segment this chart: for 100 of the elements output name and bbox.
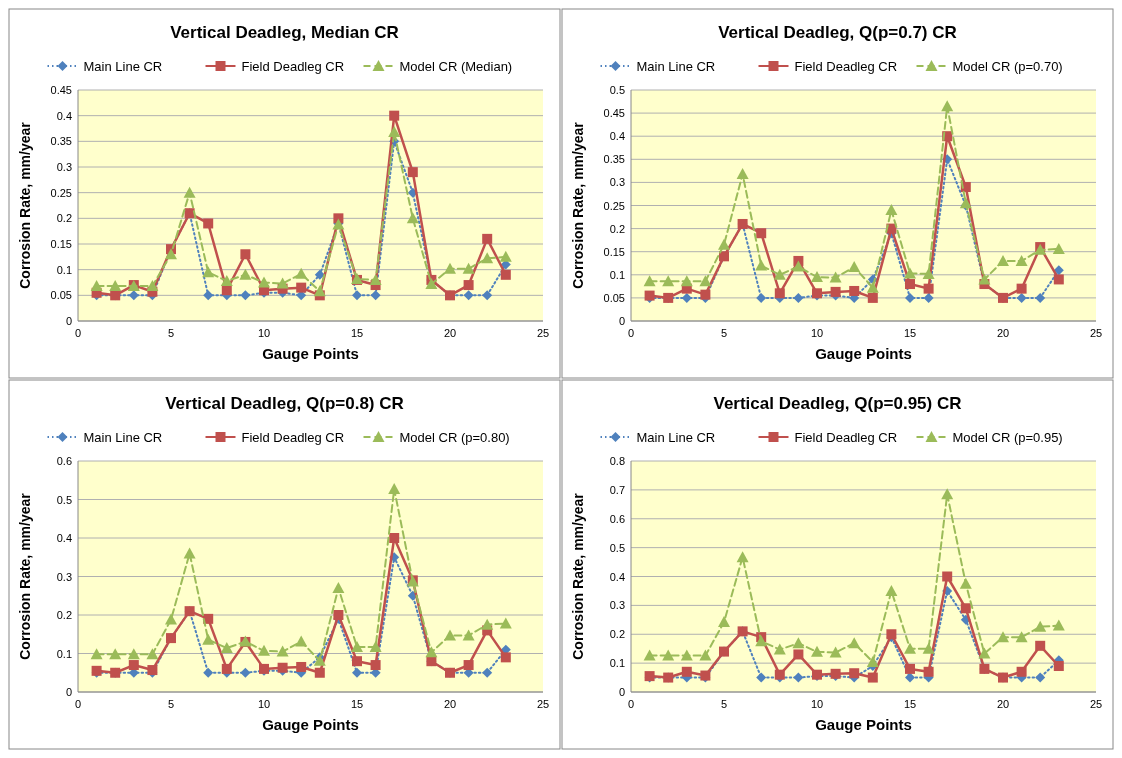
point: [736, 168, 749, 180]
point: [1015, 254, 1028, 266]
point: [109, 280, 122, 292]
y-tick-label: 0.1: [609, 657, 625, 670]
x-axis-title: Gauge Points: [815, 345, 912, 362]
point: [369, 640, 382, 652]
point: [500, 652, 511, 663]
point: [165, 248, 177, 260]
point: [829, 646, 842, 658]
point: [463, 290, 474, 301]
point: [885, 584, 898, 596]
point: [183, 186, 196, 198]
y-tick-label: 0: [65, 686, 72, 698]
point: [997, 254, 1009, 266]
point: [699, 275, 712, 287]
y-tick-label: 0.1: [609, 268, 625, 281]
y-tick-label: 0.4: [56, 109, 72, 122]
point: [849, 285, 860, 296]
x-tick-label: 25: [536, 327, 550, 339]
point: [866, 655, 879, 667]
y-tick-label: 0.45: [603, 107, 625, 120]
point: [203, 667, 214, 678]
point: [221, 285, 232, 296]
point: [942, 571, 953, 582]
point: [258, 644, 270, 656]
x-tick-label: 15: [350, 698, 364, 710]
point: [773, 268, 786, 280]
x-tick-label: 15: [350, 327, 364, 339]
legend-label: Field Deadleg CR: [794, 59, 898, 74]
point: [643, 649, 656, 661]
x-tick-label: 0: [627, 698, 635, 710]
x-axis-title: Gauge Points: [262, 716, 359, 733]
point: [662, 275, 675, 287]
point: [662, 649, 675, 661]
y-tick-label: 0.2: [56, 212, 72, 225]
point: [1016, 666, 1027, 677]
point: [240, 290, 251, 301]
y-tick-label: 0: [65, 315, 72, 327]
point: [444, 262, 456, 274]
point: [240, 249, 251, 260]
point: [499, 617, 512, 629]
x-tick-label: 20: [443, 327, 457, 339]
point: [829, 271, 842, 283]
y-tick-label: 0.8: [609, 455, 625, 467]
point: [941, 488, 954, 500]
x-tick-label: 25: [1089, 327, 1103, 339]
point: [718, 238, 730, 250]
point: [239, 268, 252, 280]
legend-label: Model CR (p=0.95): [952, 430, 1063, 445]
chart-title: Vertical Deadleg, Q(p=0.8) CR: [165, 394, 404, 413]
point: [978, 647, 991, 659]
point: [699, 649, 712, 661]
x-tick-label: 0: [627, 327, 635, 339]
point: [406, 212, 419, 224]
point: [1053, 274, 1064, 285]
point: [296, 661, 307, 672]
point: [314, 269, 325, 280]
point: [773, 643, 786, 655]
legend-label: Main Line CR: [83, 59, 163, 74]
point: [923, 666, 934, 677]
point: [370, 660, 381, 671]
point: [848, 260, 861, 272]
x-tick-label: 20: [996, 698, 1010, 710]
point: [146, 280, 159, 292]
point: [127, 648, 140, 660]
point: [389, 533, 400, 543]
y-tick-label: 0.5: [609, 84, 625, 96]
y-tick-label: 0.3: [609, 599, 625, 612]
point: [370, 290, 381, 301]
point: [681, 666, 692, 677]
y-tick-label: 0.15: [50, 238, 72, 250]
y-tick-label: 0.2: [609, 222, 625, 235]
point: [1052, 242, 1065, 254]
point: [793, 292, 804, 303]
x-tick-label: 10: [257, 327, 271, 339]
y-tick-label: 0.45: [50, 84, 72, 96]
x-tick-label: 25: [1089, 698, 1103, 710]
x-tick-label: 5: [167, 327, 175, 339]
point: [1016, 292, 1027, 303]
chart-title: Vertical Deadleg, Q(p=0.7) CR: [718, 23, 957, 42]
point: [276, 645, 289, 657]
point: [258, 276, 270, 288]
y-axis-title: Corrosion Rate, mm/year: [17, 121, 33, 289]
point: [904, 642, 916, 654]
point: [978, 273, 991, 285]
point: [500, 269, 511, 280]
point: [463, 280, 474, 291]
point: [128, 660, 139, 671]
legend-label: Model CR (p=0.70): [952, 59, 1063, 74]
point: [90, 280, 103, 292]
x-tick-label: 10: [257, 698, 271, 710]
point: [165, 613, 177, 625]
point: [463, 660, 474, 671]
y-tick-label: 0.05: [50, 289, 72, 302]
x-tick-label: 25: [536, 698, 550, 710]
point: [203, 290, 214, 301]
point: [352, 667, 362, 678]
point: [499, 250, 512, 262]
legend-label: Field Deadleg CR: [794, 430, 898, 445]
point: [1053, 661, 1064, 672]
